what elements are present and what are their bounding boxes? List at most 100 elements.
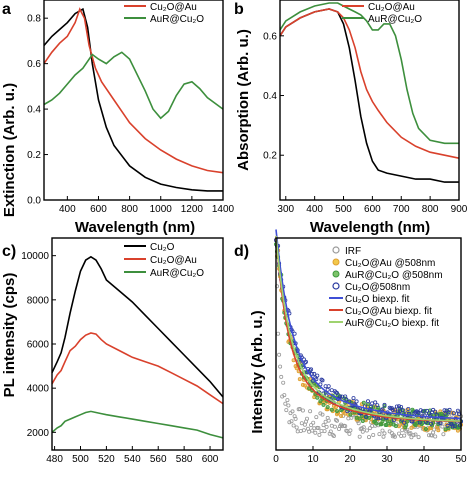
panel-d-point-irf <box>304 416 309 421</box>
panel-d-point-cu2o-508nm <box>447 407 452 412</box>
panel-d-point-irf <box>321 423 326 428</box>
panel-d-point-irf <box>441 432 446 437</box>
panel-b-x-axis-title: Wavelength (nm) <box>310 219 430 236</box>
panel-d-point-irf <box>279 374 284 379</box>
panel-d-point-irf <box>366 435 371 440</box>
panel-d-point-irf <box>334 418 339 423</box>
panel-d-point-cu2o-508nm <box>369 404 374 409</box>
panel-d-ticks: 0 10 20 30 40 50 <box>273 446 467 465</box>
panel-a-x-tick-label: 800 <box>121 204 138 215</box>
panel-d-point-cu2o-au-508nm <box>339 413 344 418</box>
panel-a-extinction-chart: a Extinction (Arb. u.) Wavelength (nm) 4… <box>1 0 235 236</box>
panel-b-series-line-cu2o-au <box>279 8 460 159</box>
panel-d-point-aur-cu2o-508nm <box>361 400 366 405</box>
panel-d-fit-line-cu2o-biexp-fit <box>275 229 461 420</box>
panel-c-legend-label-aur-cu2o: AuR@Cu₂O <box>150 268 204 279</box>
panel-d-point-cu2o-508nm <box>406 406 411 411</box>
panel-d-point-irf <box>402 433 407 438</box>
panel-d-point-cu2o-508nm <box>303 359 308 364</box>
panel-b-y-tick-label: 0.6 <box>263 31 277 42</box>
panel-b-series-line-aur-cu2o <box>279 2 459 145</box>
panel-d-point-cu2o-508nm <box>338 394 343 399</box>
panel-d-point-irf <box>281 380 286 385</box>
panel-d-legend-label-cu2o-au-fit: Cu₂O@Au biexp. fit <box>345 306 432 317</box>
panel-d-point-irf <box>405 427 410 432</box>
panel-c-y-tick-label: 4000 <box>27 384 50 395</box>
panel-c-y-tick-label: 8000 <box>27 295 50 306</box>
panel-a-series-line-aur-cu2o <box>43 51 224 120</box>
panel-d-point-irf <box>308 409 313 414</box>
panel-c-series <box>51 255 224 439</box>
panel-c-y-tick-label: 2000 <box>27 428 50 439</box>
panel-a-label: a <box>2 1 11 18</box>
panel-b-x-tick-label: 400 <box>306 204 323 215</box>
panel-d-legend-marker-irf <box>332 246 340 254</box>
panel-c-x-tick-label: 540 <box>124 454 141 465</box>
panel-a-y-tick-label: 0.6 <box>27 59 41 70</box>
panel-b-y-axis-title: Absorption (Arb. u.) <box>235 29 252 171</box>
panel-d-point-cu2o-508nm <box>428 421 433 426</box>
panel-a-x-axis-title: Wavelength (nm) <box>75 219 195 236</box>
panel-b-x-tick-label: 300 <box>277 204 294 215</box>
panel-d-point-cu2o-508nm <box>320 378 325 383</box>
panel-d-series <box>273 229 463 440</box>
panel-d-point-irf <box>328 429 333 434</box>
panel-d-point-irf <box>360 429 365 434</box>
panel-d-legend-label-cu2o-au: Cu₂O@Au @508nm <box>345 258 435 269</box>
panel-b-x-tick-label: 700 <box>393 204 410 215</box>
panel-c-series-line-cu2o <box>51 255 224 398</box>
panel-d-point-irf <box>313 430 318 435</box>
panel-d-legend-label-cu2o: Cu₂O@508nm <box>345 282 410 293</box>
panel-d-point-irf <box>361 425 366 430</box>
panel-d-point-cu2o-au-508nm <box>297 377 302 382</box>
panel-a-ticks: 400 600 800 1000 1200 1400 0.0 0.2 0.4 0.6 0.8 <box>27 14 234 215</box>
panel-d-point-aur-cu2o-508nm <box>385 419 390 424</box>
panel-d-point-cu2o-508nm <box>309 367 314 372</box>
panel-d-point-irf <box>408 431 413 436</box>
panel-a-y-tick-label: 0.8 <box>27 14 41 25</box>
panel-d-x-tick-label: 50 <box>455 454 467 465</box>
panel-d-point-irf <box>357 434 362 439</box>
panel-c-x-tick-label: 580 <box>176 454 193 465</box>
panel-d-point-aur-cu2o-508nm <box>423 426 428 431</box>
panel-c-y-tick-label: 6000 <box>27 340 50 351</box>
panel-d-point-aur-cu2o-508nm <box>360 418 365 423</box>
panel-d-point-irf <box>370 424 375 429</box>
panel-c-legend: Cu₂O Cu₂O@Au AuR@Cu₂O <box>124 242 204 279</box>
panel-d-point-cu2o-508nm <box>373 400 378 405</box>
panel-d-point-cu2o-508nm <box>442 408 447 413</box>
panel-d-point-irf <box>284 408 289 413</box>
panel-d-point-irf <box>433 434 438 439</box>
panel-d-fit-line-aur-cu2o-biexp-fit <box>275 235 461 422</box>
panel-b-series <box>279 2 460 183</box>
panel-d-legend-label-cu2o-fit: Cu₂O biexp. fit <box>345 294 410 305</box>
panel-d-point-cu2o-508nm <box>416 410 421 415</box>
panel-b-x-tick-label: 900 <box>451 204 468 215</box>
panel-d-point-irf <box>299 421 304 426</box>
panel-d-point-irf <box>297 406 302 411</box>
panel-d-point-irf <box>294 425 299 430</box>
panel-d-point-irf <box>322 429 327 434</box>
panel-d-legend-marker-cu2o-au <box>332 258 340 266</box>
panel-d-point-irf <box>400 428 405 433</box>
panel-d-point-cu2o-508nm <box>326 384 331 389</box>
panel-d-point-irf <box>310 428 315 433</box>
panel-c-x-tick-label: 520 <box>98 454 115 465</box>
panel-a-x-tick-label: 1200 <box>181 204 204 215</box>
panel-c-legend-label-cu2o: Cu₂O <box>150 242 175 253</box>
panel-b-x-tick-label: 600 <box>364 204 381 215</box>
panel-a-legend-label-cu2o-au: Cu₂O@Au <box>150 2 197 13</box>
panel-b-legend: Cu₂O@Au AuR@Cu₂O <box>342 2 422 25</box>
panel-d-point-cu2o-508nm <box>396 404 401 409</box>
panel-d-point-cu2o-508nm <box>451 411 456 416</box>
panel-a-x-tick-label: 1400 <box>212 204 235 215</box>
panel-c-x-tick-label: 600 <box>202 454 219 465</box>
panel-d-point-irf <box>413 432 418 437</box>
panel-d-point-irf <box>380 428 385 433</box>
panel-c-pl-chart: c) PL intensity (cps) 480 500 520 540 560 580… <box>1 237 224 465</box>
panel-c-x-tick-label: 480 <box>46 454 63 465</box>
panel-d-point-cu2o-508nm <box>402 420 407 425</box>
panel-a-x-tick-label: 600 <box>90 204 107 215</box>
panel-c-y-axis-title: PL intensity (cps) <box>1 273 18 398</box>
panel-a-series <box>43 7 224 192</box>
